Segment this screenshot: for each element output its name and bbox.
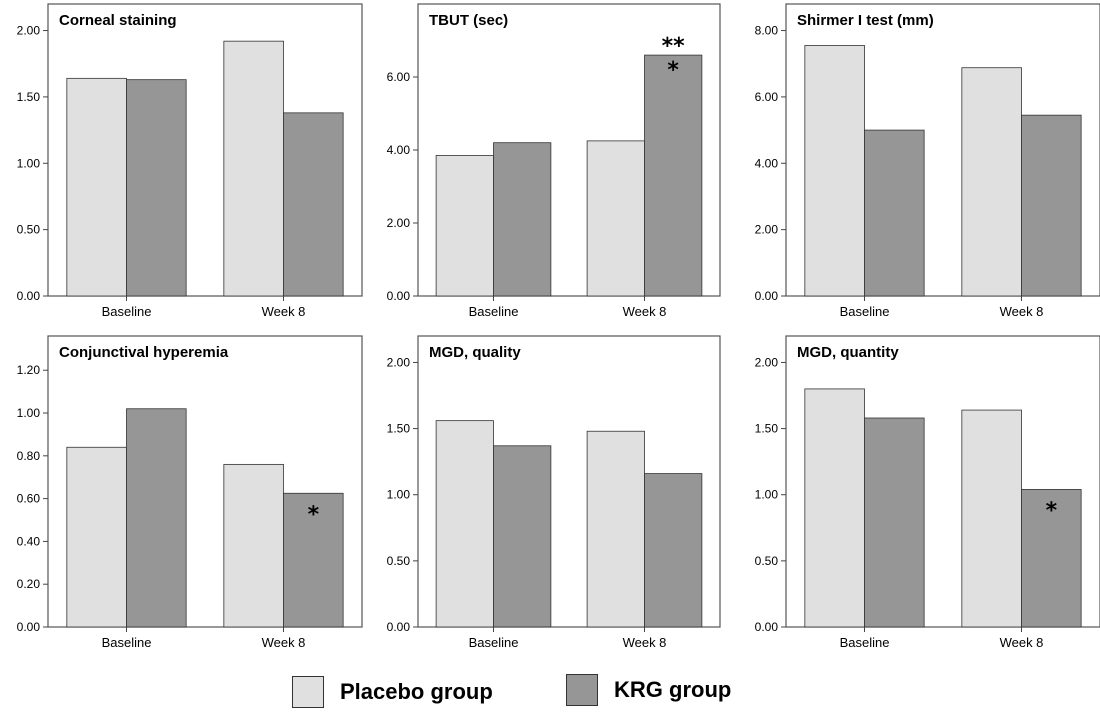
y-tick-label: 0.00 — [17, 620, 41, 634]
x-tick-label: Week 8 — [262, 304, 306, 319]
bar-placebo — [435, 155, 494, 297]
bar-krg — [864, 417, 925, 628]
legend-swatch-krg — [566, 674, 598, 706]
legend: Placebo group KRG group — [0, 674, 1100, 714]
bar-placebo — [66, 446, 127, 628]
y-tick-label: 0.50 — [755, 554, 779, 568]
bar-placebo — [961, 409, 1022, 628]
y-tick-label: 2.00 — [17, 24, 41, 38]
y-tick-label: 6.00 — [755, 90, 779, 104]
y-tick-label: 0.50 — [17, 223, 41, 237]
y-tick-label: 0.80 — [17, 449, 41, 463]
legend-item-placebo: Placebo group — [292, 676, 493, 708]
y-tick-label: 4.00 — [387, 143, 411, 157]
bar-placebo — [586, 140, 645, 297]
y-tick-label: 0.00 — [17, 289, 41, 303]
chart-panel: 0.00 2.00 4.00 6.00 Baseline Week 8 *** TBUT (s… — [387, 3, 721, 319]
bar-krg — [1021, 489, 1082, 628]
x-tick-label: Baseline — [840, 635, 890, 650]
y-tick-label: 1.50 — [17, 90, 41, 104]
significance-marker: * — [1046, 498, 1058, 523]
significance-marker: * — [308, 502, 320, 527]
x-tick-label: Week 8 — [623, 304, 667, 319]
bar-krg — [126, 79, 187, 297]
legend-label-placebo: Placebo group — [340, 679, 493, 704]
panel-title: Shirmer I test (mm) — [797, 12, 934, 29]
bar-placebo — [66, 77, 127, 297]
legend-swatch-placebo — [292, 676, 324, 708]
bar-placebo — [435, 420, 494, 628]
panel-title: Corneal staining — [59, 12, 177, 29]
x-tick-label: Baseline — [840, 304, 890, 319]
y-tick-label: 0.20 — [17, 577, 41, 591]
bar-krg — [283, 492, 344, 628]
panel-title: MGD, quantity — [797, 344, 899, 361]
y-tick-label: 0.50 — [387, 554, 411, 568]
panel-title: Conjunctival hyperemia — [59, 344, 229, 361]
y-tick-label: 0.00 — [755, 289, 779, 303]
bar-placebo — [586, 430, 645, 628]
x-tick-label: Baseline — [469, 635, 519, 650]
chart-panel: 0.00 0.20 0.40 0.60 0.80 1.00 1.20 Baseline Week… — [17, 335, 363, 650]
legend-label-krg: KRG group — [614, 677, 732, 702]
bar-krg — [126, 408, 187, 628]
significance-marker: ** — [662, 34, 686, 59]
y-tick-label: 0.00 — [387, 289, 411, 303]
chart-panel: 0.00 0.50 1.00 1.50 2.00 Baseline Week 8 Cornea… — [17, 3, 363, 319]
bar-placebo — [804, 388, 865, 628]
x-tick-label: Baseline — [102, 635, 152, 650]
bar-placebo — [223, 463, 284, 628]
x-tick-label: Baseline — [102, 304, 152, 319]
panel-title: TBUT (sec) — [429, 12, 508, 29]
bar-krg — [644, 473, 703, 628]
significance-marker: * — [667, 58, 679, 83]
y-tick-label: 2.00 — [755, 355, 779, 369]
x-tick-label: Week 8 — [262, 635, 306, 650]
x-tick-label: Week 8 — [1000, 304, 1044, 319]
y-tick-label: 6.00 — [387, 70, 411, 84]
bar-krg — [283, 112, 344, 297]
y-tick-label: 2.00 — [387, 216, 411, 230]
panel-title: MGD, quality — [429, 344, 521, 361]
bar-krg — [493, 142, 552, 297]
y-tick-label: 1.00 — [17, 406, 41, 420]
y-tick-label: 1.20 — [17, 363, 41, 377]
y-tick-label: 2.00 — [387, 355, 411, 369]
x-tick-label: Week 8 — [1000, 635, 1044, 650]
y-tick-label: 0.40 — [17, 534, 41, 548]
figure: 0.00 0.50 1.00 1.50 2.00 Baseline Week 8 Cornea… — [17, 3, 1100, 650]
chart-panel: 0.00 2.00 4.00 6.00 8.00 Baseline Week 8 Shirme… — [755, 3, 1100, 319]
y-tick-label: 1.00 — [17, 156, 41, 170]
bar-krg — [1021, 114, 1082, 297]
y-tick-label: 0.60 — [17, 492, 41, 506]
y-tick-label: 1.50 — [755, 422, 779, 436]
y-tick-label: 1.50 — [387, 422, 411, 436]
y-tick-label: 1.00 — [387, 488, 411, 502]
y-tick-label: 8.00 — [755, 24, 779, 38]
legend-item-krg: KRG group — [566, 674, 731, 706]
bar-krg — [644, 54, 703, 297]
y-tick-label: 1.00 — [755, 488, 779, 502]
bar-placebo — [223, 40, 284, 297]
bar-placebo — [804, 45, 865, 297]
bar-placebo — [961, 67, 1022, 297]
bar-krg — [864, 129, 925, 297]
chart-panel: 0.00 0.50 1.00 1.50 2.00 Baseline Week 8 MGD, q… — [387, 335, 721, 650]
y-tick-label: 0.00 — [387, 620, 411, 634]
bar-krg — [493, 445, 552, 628]
y-tick-label: 0.00 — [755, 620, 779, 634]
y-tick-label: 2.00 — [755, 223, 779, 237]
x-tick-label: Week 8 — [623, 635, 667, 650]
chart-panel: 0.00 0.50 1.00 1.50 2.00 Baseline Week 8 * MGD, … — [755, 335, 1100, 650]
y-tick-label: 4.00 — [755, 156, 779, 170]
x-tick-label: Baseline — [469, 304, 519, 319]
